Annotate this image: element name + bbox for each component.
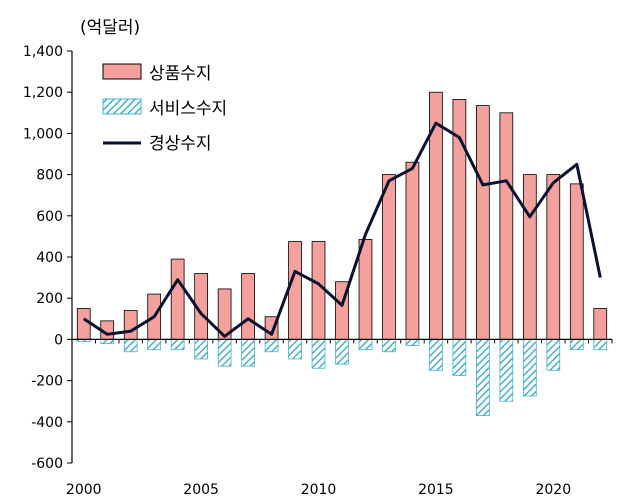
services-bar bbox=[522, 338, 537, 397]
x-tick-label: 2000 bbox=[66, 482, 102, 498]
y-tick-label: -600 bbox=[31, 456, 63, 472]
services-bar bbox=[569, 338, 584, 351]
services-bar bbox=[147, 338, 162, 351]
services-bar bbox=[241, 338, 255, 367]
goods-bar bbox=[546, 174, 561, 340]
x-tick-label: 2020 bbox=[535, 482, 571, 498]
services-bar bbox=[429, 338, 443, 371]
x-tick-label: 2015 bbox=[418, 482, 454, 498]
legend-swatch-services bbox=[102, 98, 142, 115]
y-tick-label: 0 bbox=[54, 332, 63, 348]
legend-label-current: 경상수지 bbox=[149, 134, 212, 154]
services-bar bbox=[264, 338, 279, 353]
y-tick-label: 1,400 bbox=[23, 44, 63, 60]
legend: 상품수지 서비스수지 경상수지 bbox=[102, 63, 227, 154]
goods-bar bbox=[170, 258, 185, 340]
services-bar bbox=[170, 338, 185, 351]
y-tick-label: -200 bbox=[31, 374, 63, 390]
goods-bar bbox=[522, 174, 537, 340]
goods-bar bbox=[405, 161, 420, 340]
services-bar bbox=[123, 338, 138, 353]
x-tick-label: 2005 bbox=[183, 482, 219, 498]
y-tick-label: 600 bbox=[36, 209, 63, 225]
goods-bar bbox=[382, 174, 396, 340]
goods-bar bbox=[499, 112, 514, 340]
goods-bar bbox=[123, 310, 138, 340]
goods-bar bbox=[76, 308, 91, 340]
services-bar bbox=[382, 338, 396, 353]
legend-swatch-goods bbox=[102, 63, 142, 80]
services-balance-bars bbox=[76, 338, 608, 417]
y-tick-label: -400 bbox=[31, 415, 63, 431]
y-tick-label: 200 bbox=[36, 291, 63, 307]
services-bar bbox=[335, 338, 349, 365]
x-axis-ticks: 2000 2005 2010 2015 2020 bbox=[66, 339, 613, 498]
services-bar bbox=[405, 338, 420, 346]
goods-bar bbox=[593, 308, 608, 340]
legend-label-goods: 상품수지 bbox=[149, 64, 212, 84]
y-tick-label: 400 bbox=[36, 250, 63, 266]
current-account-series-line bbox=[82, 121, 602, 338]
goods-balance-bars bbox=[76, 91, 608, 340]
services-bar bbox=[452, 338, 467, 376]
goods-bar bbox=[241, 273, 255, 340]
y-tick-label: 1,000 bbox=[23, 126, 63, 142]
services-bar bbox=[499, 338, 514, 402]
services-bar bbox=[593, 338, 608, 351]
legend-label-services: 서비스수지 bbox=[149, 99, 227, 119]
services-bar bbox=[194, 338, 208, 360]
y-tick-label: 800 bbox=[36, 168, 63, 184]
y-axis-ticks: 1,400 1,200 1,000 800 600 400 200 0 -200 -400 -600 bbox=[23, 44, 72, 472]
services-bar bbox=[476, 338, 490, 417]
services-bar bbox=[100, 338, 115, 344]
goods-bar bbox=[311, 241, 326, 340]
services-bar bbox=[217, 338, 232, 367]
goods-bar bbox=[358, 239, 373, 340]
services-bar bbox=[358, 338, 373, 351]
y-tick-label: 1,200 bbox=[23, 85, 63, 101]
services-bar bbox=[546, 338, 561, 371]
goods-bar bbox=[476, 105, 490, 340]
unit-label: (억달러) bbox=[80, 18, 140, 38]
services-bar bbox=[288, 338, 302, 360]
x-tick-label: 2010 bbox=[301, 482, 337, 498]
goods-bar bbox=[288, 241, 302, 340]
current-account-line bbox=[82, 121, 602, 338]
goods-bar bbox=[569, 183, 584, 340]
services-bar bbox=[311, 338, 326, 369]
